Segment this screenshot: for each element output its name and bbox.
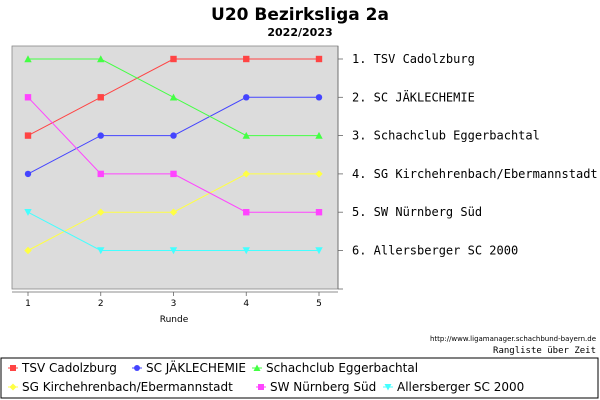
rank-label: 3. Schachclub Eggerbachtal — [352, 129, 540, 143]
series-point-2 — [170, 132, 177, 139]
series-point-6 — [169, 247, 178, 255]
series-point-2 — [97, 132, 104, 139]
series-point-6 — [97, 247, 105, 255]
series-point-3 — [169, 93, 178, 101]
legend-marker — [253, 364, 261, 371]
x-axis: 1 2 3 4 5 — [12, 291, 338, 309]
series-point-1 — [24, 132, 32, 139]
rank-label: 6. Allersberger SC 2000 — [352, 244, 518, 258]
legend: TSV Cadolzburg SC JÄKLECHEMIE Schachclub E… — [8, 360, 524, 394]
legend-label: Schachclub Eggerbachtal — [266, 361, 418, 375]
rank-label: 4. SG Kirchehrenbach/Ebermannstadt — [352, 167, 598, 181]
x-tick-label: 5 — [316, 299, 322, 309]
series-point-1 — [243, 55, 250, 63]
series-point-3 — [315, 131, 323, 139]
chart-subtitle: 2022/2023 — [267, 26, 332, 39]
series-point-4 — [242, 170, 250, 178]
series-point-6 — [24, 209, 32, 216]
legend-box — [0, 357, 599, 399]
plot-area — [11, 45, 339, 290]
x-axis-label: Runde — [160, 315, 189, 325]
legend-marker — [384, 384, 392, 391]
series-point-3 — [24, 55, 32, 63]
legend-marker — [10, 365, 16, 371]
series-point-3 — [97, 55, 105, 63]
series-point-5 — [24, 94, 32, 101]
rank-axis: 1. TSV Cadolzburg 2. SC JÄKLECHEMIE 3. Sch… — [337, 46, 598, 290]
legend-label: SG Kirchehrenbach/Ebermannstadt — [22, 380, 233, 394]
series-layer — [24, 55, 323, 255]
series-point-4 — [169, 208, 178, 216]
legend-label: SC JÄKLECHEMIE — [146, 360, 246, 375]
series-point-5 — [170, 170, 177, 178]
footer-url: http://www.ligamanager.schachbund-bayern… — [430, 335, 596, 343]
x-tick-label: 2 — [98, 299, 104, 309]
series-point-6 — [315, 247, 323, 255]
series-point-5 — [315, 209, 323, 216]
series-point-1 — [315, 55, 323, 63]
series-point-2 — [24, 170, 32, 178]
legend-label: Allersberger SC 2000 — [397, 380, 524, 394]
series-point-2 — [243, 94, 250, 101]
series-point-2 — [315, 94, 323, 101]
legend-label: TSV Cadolzburg — [21, 361, 117, 375]
series-point-4 — [315, 170, 323, 178]
series-point-1 — [97, 94, 104, 101]
rank-label: 1. TSV Cadolzburg — [352, 52, 475, 66]
series-point-4 — [24, 246, 32, 255]
series-point-1 — [170, 55, 177, 63]
series-point-4 — [97, 208, 105, 216]
x-tick-label: 1 — [25, 299, 31, 309]
x-tick-label: 3 — [171, 299, 177, 309]
chart-title: U20 Bezirksliga 2a — [211, 5, 389, 25]
series-point-6 — [242, 247, 250, 255]
series-point-3 — [242, 131, 250, 139]
rank-label: 5. SW Nürnberg Süd — [352, 205, 482, 219]
legend-marker — [134, 365, 140, 371]
rank-label: 2. SC JÄKLECHEMIE — [352, 89, 475, 104]
series-point-5 — [243, 209, 250, 216]
legend-marker — [9, 383, 17, 391]
legend-marker — [258, 384, 264, 390]
legend-label: SW Nürnberg Süd — [270, 380, 376, 394]
x-tick-label: 4 — [243, 299, 249, 309]
series-point-5 — [97, 170, 104, 178]
footer-note: Rangliste über Zeit — [493, 346, 596, 356]
